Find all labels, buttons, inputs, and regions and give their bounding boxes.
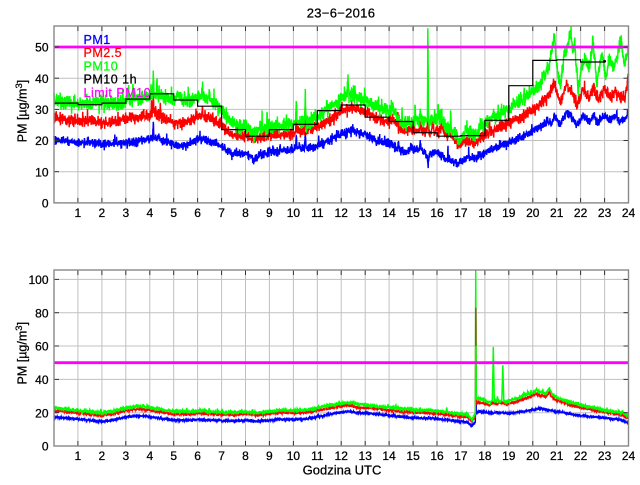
svg-text:13: 13 [359,449,373,463]
svg-text:3: 3 [122,206,129,220]
svg-text:16: 16 [430,206,444,220]
svg-text:20: 20 [526,449,540,463]
svg-text:20: 20 [35,134,49,148]
svg-text:19: 19 [502,206,516,220]
svg-text:11: 11 [311,206,324,220]
svg-text:13: 13 [359,206,373,220]
svg-text:8: 8 [242,206,249,220]
svg-text:10: 10 [287,206,301,220]
svg-text:16: 16 [430,449,444,463]
svg-text:21: 21 [550,206,564,220]
svg-text:19: 19 [502,449,516,463]
svg-text:2: 2 [99,206,106,220]
svg-text:11: 11 [311,449,324,463]
svg-text:18: 18 [478,206,492,220]
svg-text:80: 80 [35,306,49,320]
svg-text:22: 22 [574,206,588,220]
svg-text:17: 17 [454,449,468,463]
svg-text:15: 15 [406,449,420,463]
svg-text:PM [µg/m3]: PM [µg/m3] [14,322,30,385]
svg-text:23−6−2016: 23−6−2016 [307,6,376,21]
svg-text:40: 40 [35,373,49,387]
svg-text:1: 1 [75,206,82,220]
svg-text:24: 24 [622,449,636,463]
svg-text:14: 14 [382,449,396,463]
svg-text:5: 5 [170,206,177,220]
svg-text:8: 8 [242,449,249,463]
svg-text:3: 3 [122,449,129,463]
svg-text:15: 15 [406,206,420,220]
svg-text:6: 6 [194,206,201,220]
svg-text:0: 0 [42,197,49,211]
svg-text:9: 9 [266,449,273,463]
svg-text:22: 22 [574,449,588,463]
svg-text:50: 50 [35,41,49,55]
svg-text:2: 2 [99,449,106,463]
svg-text:40: 40 [35,72,49,86]
svg-text:20: 20 [526,206,540,220]
svg-text:9: 9 [266,206,273,220]
svg-text:Godzina UTC: Godzina UTC [303,463,382,478]
svg-text:PM10 1h: PM10 1h [84,73,138,87]
svg-text:5: 5 [170,449,177,463]
svg-text:23: 23 [598,449,612,463]
svg-text:20: 20 [35,406,49,420]
svg-text:14: 14 [382,206,396,220]
svg-text:18: 18 [478,449,492,463]
svg-text:PM2.5: PM2.5 [84,46,123,60]
svg-text:10: 10 [287,449,301,463]
svg-text:4: 4 [146,449,153,463]
svg-text:1: 1 [75,449,82,463]
svg-text:4: 4 [146,206,153,220]
svg-text:60: 60 [35,340,49,354]
svg-text:12: 12 [335,206,349,220]
svg-text:PM [µg/m3]: PM [µg/m3] [14,80,30,143]
svg-text:PM10: PM10 [84,59,119,73]
svg-text:0: 0 [42,440,49,454]
svg-text:30: 30 [35,103,49,117]
svg-text:12: 12 [335,449,349,463]
svg-text:100: 100 [28,273,48,287]
svg-text:7: 7 [218,449,225,463]
svg-text:7: 7 [218,206,225,220]
svg-text:Limit PM10: Limit PM10 [84,86,152,100]
svg-text:23: 23 [598,206,612,220]
svg-text:21: 21 [550,449,564,463]
svg-text:24: 24 [622,206,636,220]
svg-text:PM1: PM1 [84,33,111,47]
svg-text:10: 10 [35,165,49,179]
svg-text:17: 17 [454,206,468,220]
svg-text:6: 6 [194,449,201,463]
